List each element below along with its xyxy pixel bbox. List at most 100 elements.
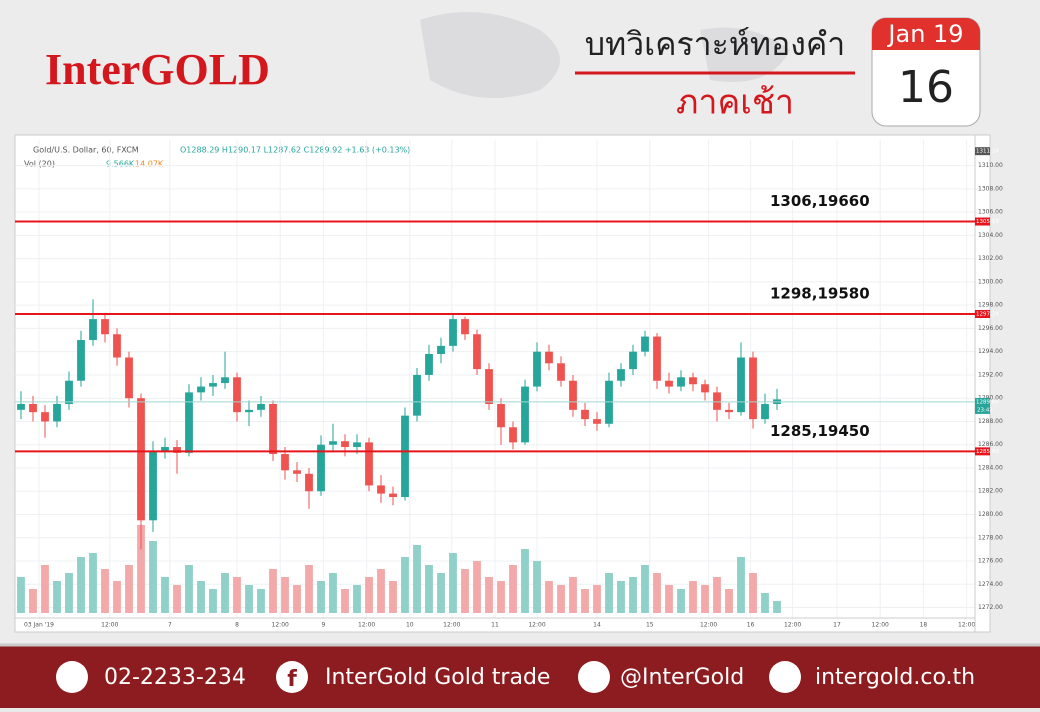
volume-bar: [593, 585, 601, 613]
candle-body: [617, 369, 625, 381]
candle-body: [473, 334, 481, 370]
y-tick-label: 1272.00: [978, 604, 1003, 611]
volume-bar: [269, 569, 277, 613]
facebook-glyph: f: [287, 667, 297, 692]
level-note: 1285,19450: [770, 422, 870, 440]
candle-body: [221, 377, 229, 384]
volume-bar: [629, 577, 637, 613]
candle-body: [101, 319, 109, 335]
volume-bar: [689, 581, 697, 613]
candle-body: [425, 354, 433, 375]
x-tick-label: 10: [406, 622, 414, 629]
map-shape: [420, 12, 790, 98]
candle-body: [305, 473, 313, 492]
x-tick-label: 12:00: [872, 622, 889, 629]
volume-bar: [293, 585, 301, 613]
candle-body: [629, 351, 637, 370]
candle-body: [353, 442, 361, 448]
candle-body: [665, 380, 673, 387]
candle-body: [365, 442, 373, 486]
candle-body: [209, 383, 217, 387]
volume-bar: [773, 601, 781, 613]
volume-bar: [233, 577, 241, 613]
candle-body: [533, 351, 541, 387]
title: บทวิเคราะห์ทองคำ: [585, 25, 845, 63]
x-tick-label: 12:00: [443, 622, 460, 629]
volume-bar: [737, 557, 745, 613]
chart-panel: [14, 134, 991, 633]
candle-body: [197, 386, 205, 393]
volume-bar: [221, 573, 229, 613]
candle-body: [293, 470, 301, 474]
candle-body: [641, 336, 649, 352]
volume-bar: [149, 541, 157, 613]
facebook-icon: [276, 661, 308, 693]
level-label: 1285.43: [976, 449, 999, 455]
candle-body: [677, 377, 685, 387]
volume-bar: [77, 557, 85, 613]
candle-body: [557, 363, 565, 381]
y-tick-label: 1290.00: [978, 395, 1003, 402]
candle-body: [593, 419, 601, 424]
candle-body: [749, 357, 757, 420]
volume-bar: [449, 553, 457, 613]
level-label: 1305.19: [976, 219, 999, 225]
volume-bar: [605, 573, 613, 613]
volume-bar: [545, 581, 553, 613]
volume-bar: [365, 577, 373, 613]
volume-bar: [497, 581, 505, 613]
candle-body: [689, 377, 697, 385]
volume-bar: [425, 565, 433, 613]
volume-bar: [125, 565, 133, 613]
candle-body: [161, 447, 169, 451]
x-tick-label: 12:00: [101, 622, 118, 629]
volume-bar: [29, 589, 37, 613]
candle-body: [449, 319, 457, 346]
candle-body: [701, 384, 709, 393]
candle-body: [125, 357, 133, 399]
y-tick-label: 1282.00: [978, 488, 1003, 495]
candle-body: [485, 369, 493, 405]
countdown: 23:42: [977, 407, 993, 413]
candle-body: [77, 340, 85, 381]
line-icon: [578, 661, 610, 693]
volume-bar: [113, 581, 121, 613]
volume-bar: [521, 549, 529, 613]
level-label: 1297.24: [976, 311, 999, 317]
volume-bar: [341, 589, 349, 613]
volume-bar: [89, 553, 97, 613]
volume-bar: [761, 593, 769, 613]
volume-bar: [677, 589, 685, 613]
chart-title: Gold/U.S. Dollar, 60, FXCM: [33, 146, 139, 155]
candle-body: [149, 450, 157, 521]
candle-body: [713, 392, 721, 410]
volume-bar: [41, 565, 49, 613]
candle-body: [737, 357, 745, 413]
x-tick-label: 12:00: [700, 622, 717, 629]
x-tick-label: 12:00: [358, 622, 375, 629]
x-tick-label: 03 Jan '19: [24, 622, 54, 629]
level-note: 1298,19580: [770, 284, 870, 302]
volume-bar: [485, 577, 493, 613]
calendar-month: Jan 19: [886, 20, 963, 48]
calendar-top: [872, 18, 980, 50]
volume-bar: [209, 589, 217, 613]
volume-bar: [569, 577, 577, 613]
level-note: 1306,19660: [770, 192, 870, 210]
top-marker-label: 1311.24: [976, 149, 999, 155]
candle-body: [581, 409, 589, 420]
candle-body: [65, 380, 73, 405]
volume-bar: [305, 565, 313, 613]
y-tick-label: 1294.00: [978, 348, 1003, 355]
y-tick-label: 1284.00: [978, 464, 1003, 471]
candle-body: [233, 377, 241, 413]
volume-bar: [581, 589, 589, 613]
last-price-label: 1289.68: [976, 399, 999, 405]
phone: 02-2233-234: [104, 665, 246, 690]
volume-bar: [401, 557, 409, 613]
candle-body: [113, 334, 121, 358]
candle-body: [17, 404, 25, 410]
volume-bar: [197, 581, 205, 613]
candle-body: [761, 404, 769, 420]
